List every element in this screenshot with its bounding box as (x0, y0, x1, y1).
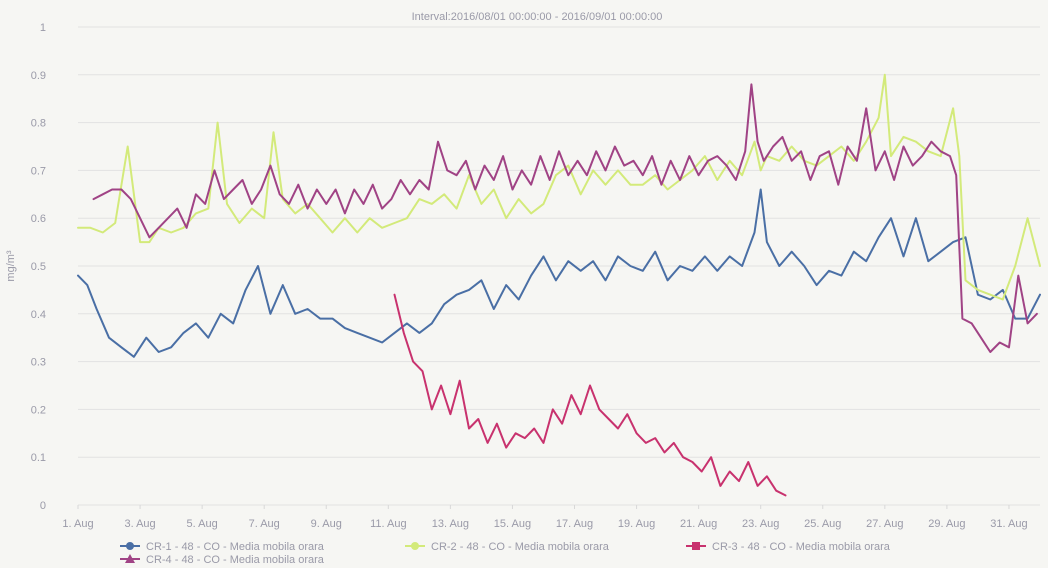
x-tick-label: 27. Aug (866, 518, 903, 530)
legend-square-marker (692, 542, 700, 550)
legend-item-3[interactable]: CR-3 - 48 - CO - Media mobila orara (686, 541, 891, 553)
legend-label: CR-2 - 48 - CO - Media mobila orara (431, 541, 610, 553)
y-tick-label: 0.5 (31, 261, 46, 273)
x-tick-label: 5. Aug (187, 518, 218, 530)
y-axis-ticks: 0 0.1 0.2 0.3 0.4 0.5 0.6 0.7 0.8 0.9 1 (31, 22, 46, 512)
x-tick-label: 17. Aug (556, 518, 593, 530)
x-tick-label: 29. Aug (928, 518, 965, 530)
y-tick-label: 0.9 (31, 70, 46, 82)
x-tick-label: 3. Aug (124, 518, 155, 530)
y-axis-label: mg/m³ (5, 250, 17, 282)
y-tick-label: 0.6 (31, 213, 46, 225)
y-tick-label: 1 (40, 22, 46, 34)
gridlines (78, 26, 1040, 506)
legend-label: CR-3 - 48 - CO - Media mobila orara (712, 541, 891, 553)
x-tick-label: 21. Aug (680, 518, 717, 530)
legend-circle-marker (411, 542, 419, 550)
series-line-4 (92, 83, 1038, 353)
y-tick-label: 0.8 (31, 118, 46, 130)
x-tick-label: 23. Aug (742, 518, 779, 530)
x-tick-label: 15. Aug (494, 518, 531, 530)
x-tick-label: 25. Aug (804, 518, 841, 530)
y-tick-label: 0.3 (31, 357, 46, 369)
x-tick-label: 31. Aug (990, 518, 1027, 530)
legend: CR-1 - 48 - CO - Media mobila orara CR-2 … (120, 541, 891, 566)
y-tick-label: 0.2 (31, 404, 46, 416)
x-tick-label: 19. Aug (618, 518, 655, 530)
series-lines (77, 73, 1041, 497)
y-tick-label: 0.1 (31, 452, 46, 464)
chart-title: Interval:2016/08/01 00:00:00 - 2016/09/0… (412, 11, 663, 23)
y-tick-label: 0.7 (31, 165, 46, 177)
x-tick-label: 1. Aug (62, 518, 93, 530)
x-tick-label: 9. Aug (311, 518, 342, 530)
x-tick-label: 13. Aug (432, 518, 469, 530)
legend-item-1[interactable]: CR-1 - 48 - CO - Media mobila orara (120, 541, 325, 553)
legend-label: CR-4 - 48 - CO - Media mobila orara (146, 554, 325, 566)
y-tick-label: 0 (40, 500, 46, 512)
x-axis-ticks: 1. Aug 3. Aug 5. Aug 7. Aug 9. Aug 11. Aug 13.… (62, 505, 1028, 530)
legend-triangle-marker (125, 554, 135, 563)
series-line-3 (393, 293, 787, 497)
legend-item-2[interactable]: CR-2 - 48 - CO - Media mobila orara (405, 541, 610, 553)
x-tick-label: 7. Aug (249, 518, 280, 530)
legend-circle-marker (126, 542, 134, 550)
legend-label: CR-1 - 48 - CO - Media mobila orara (146, 541, 325, 553)
x-tick-label: 11. Aug (370, 518, 407, 530)
y-tick-label: 0.4 (31, 309, 46, 321)
series-line-2 (77, 73, 1041, 301)
legend-item-4[interactable]: CR-4 - 48 - CO - Media mobila orara (120, 554, 325, 566)
series-line-1 (77, 188, 1041, 358)
